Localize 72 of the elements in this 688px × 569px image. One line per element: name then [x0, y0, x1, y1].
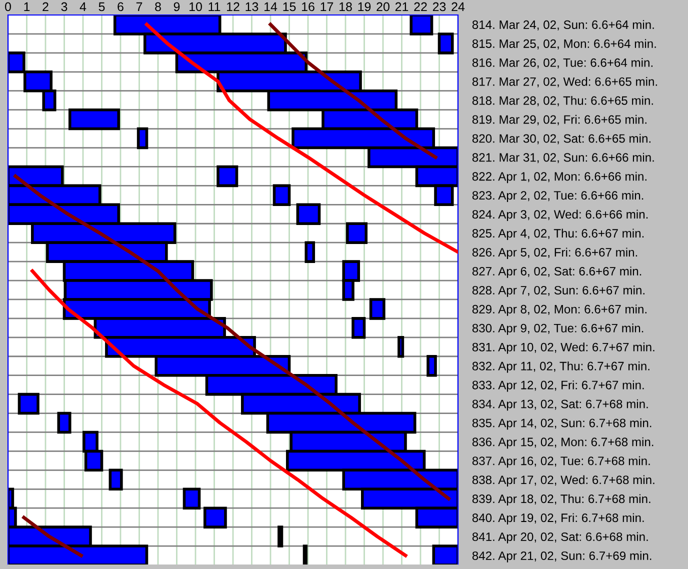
- y-tick-label: 817. Mar 27, 02, Wed: 6.6+65 min.: [472, 77, 657, 88]
- bar: [57, 412, 72, 434]
- bar: [369, 298, 386, 320]
- y-tick-label: 816. Mar 26, 02, Tue: 6.6+64 min.: [472, 58, 652, 68]
- bar: [136, 127, 148, 150]
- y-tick-label: 833. Apr 12, 02, Fri: 6.7+67 min.: [472, 380, 644, 392]
- x-tick-label: 1: [24, 2, 30, 12]
- y-tick-label: 827. Apr 6, 02, Sat: 6.6+67 min.: [472, 266, 642, 278]
- y-tick-label: 828. Apr 7, 02, Sun: 6.6+67 min.: [472, 286, 644, 297]
- bar: [438, 32, 454, 54]
- x-tick-label: 17: [320, 2, 334, 12]
- y-tick-label: 831. Apr 10, 02, Wed: 6.7+67 min.: [472, 342, 654, 354]
- x-tick-label: 13: [246, 2, 258, 12]
- x-tick-label: 9: [174, 2, 180, 12]
- y-tick-label: 815. Mar 25, 02, Mon: 6.6+64 min.: [472, 39, 656, 50]
- bar: [352, 317, 366, 339]
- x-tick-label: 11: [208, 2, 220, 12]
- bar: [304, 241, 316, 263]
- bar: [108, 468, 123, 491]
- bar: [346, 222, 368, 244]
- bar: [296, 203, 321, 226]
- y-tick-label: 819. Mar 29, 02, Fri: 6.6+65 min.: [472, 114, 646, 126]
- y-tick-label: 818. Mar 28, 02, Thu: 6.6+65 min.: [472, 96, 653, 106]
- x-tick-label: 6: [118, 2, 124, 12]
- bar: [182, 488, 201, 510]
- y-tick-label: 839. Apr 18, 02, Thu: 6.7+68 min.: [472, 494, 650, 506]
- x-tick-label: 3: [61, 2, 68, 12]
- bar: [203, 506, 227, 528]
- bar: [216, 165, 238, 188]
- y-tick-label: 832. Apr 11, 02, Thu: 6.7+67 min.: [472, 361, 650, 373]
- bar: [272, 184, 291, 206]
- x-tick-label: 18: [340, 2, 352, 12]
- x-tick-label: 15: [283, 2, 296, 12]
- y-tick-label: 829. Apr 8, 02, Mon: 6.6+67 min.: [472, 304, 646, 316]
- y-tick-label: 837. Apr 16, 02, Tue: 6.7+68 min.: [472, 456, 650, 468]
- y-tick-label: 834. Apr 13, 02, Sat: 6.7+68 min.: [472, 399, 648, 411]
- y-tick-label: 836. Apr 15, 02, Mon: 6.7+68 min.: [472, 437, 654, 449]
- y-tick-label: 823. Apr 2, 02, Tue: 6.6+66 min.: [472, 190, 644, 202]
- y-tick-label: 841. Apr 20, 02, Sat: 6.6+68 min.: [472, 532, 648, 544]
- x-tick-label: 4: [80, 2, 86, 12]
- x-tick-label: 0: [5, 2, 11, 12]
- x-tick-label: 8: [155, 2, 161, 12]
- y-tick-label: 824. Apr 3, 02, Wed: 6.6+66 min.: [472, 210, 648, 222]
- bar: [426, 354, 437, 377]
- x-tick-label: 24: [452, 2, 465, 12]
- x-tick-label: 22: [414, 2, 427, 12]
- y-tick-label: 842. Apr 21, 02, Sun: 6.7+69 min.: [472, 551, 652, 562]
- x-tick-label: 14: [264, 2, 278, 12]
- y-tick-label: 820. Mar 30, 02, Sat: 6.6+65 min.: [472, 134, 650, 144]
- x-tick-label: 19: [358, 2, 371, 12]
- x-tick-label: 23: [432, 2, 446, 12]
- y-tick-label: 838. Apr 17, 02, Wed: 6.7+68 min.: [472, 475, 654, 487]
- y-tick-label: 830. Apr 9, 02, Tue: 6.6+67 min.: [472, 324, 644, 335]
- y-tick-label: 814. Mar 24, 02, Sun: 6.6+64 min.: [472, 20, 654, 30]
- bar: [68, 108, 120, 130]
- bar: [18, 392, 40, 415]
- x-tick-label: 20: [376, 2, 390, 12]
- x-tick-label: 21: [395, 2, 408, 12]
- y-tick-label: 822. Apr 1, 02, Mon: 6.6+66 min.: [472, 172, 646, 184]
- y-tick-label: 821. Mar 31, 02, Sun: 6.6+66 min.: [472, 152, 654, 164]
- x-tick-label: 2: [42, 2, 48, 12]
- x-tick-label: 7: [136, 2, 142, 12]
- x-tick-label: 5: [98, 2, 105, 12]
- y-tick-label: 835. Apr 14, 02, Sun: 6.7+68 min.: [472, 418, 652, 430]
- y-tick-label: 826. Apr 5, 02, Fri: 6.6+67 min.: [472, 248, 638, 259]
- x-tick-label: 16: [302, 2, 314, 12]
- bar: [398, 336, 404, 358]
- x-tick-label: 10: [190, 2, 202, 12]
- bar: [278, 526, 284, 548]
- y-tick-label: 840. Apr 19, 02, Fri: 6.7+68 min.: [472, 513, 644, 524]
- x-tick-label: 12: [227, 2, 240, 12]
- y-tick-label: 825. Apr 4, 02, Thu: 6.6+67 min.: [472, 228, 644, 240]
